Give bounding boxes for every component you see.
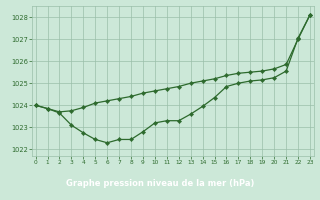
Text: Graphe pression niveau de la mer (hPa): Graphe pression niveau de la mer (hPa): [66, 180, 254, 188]
